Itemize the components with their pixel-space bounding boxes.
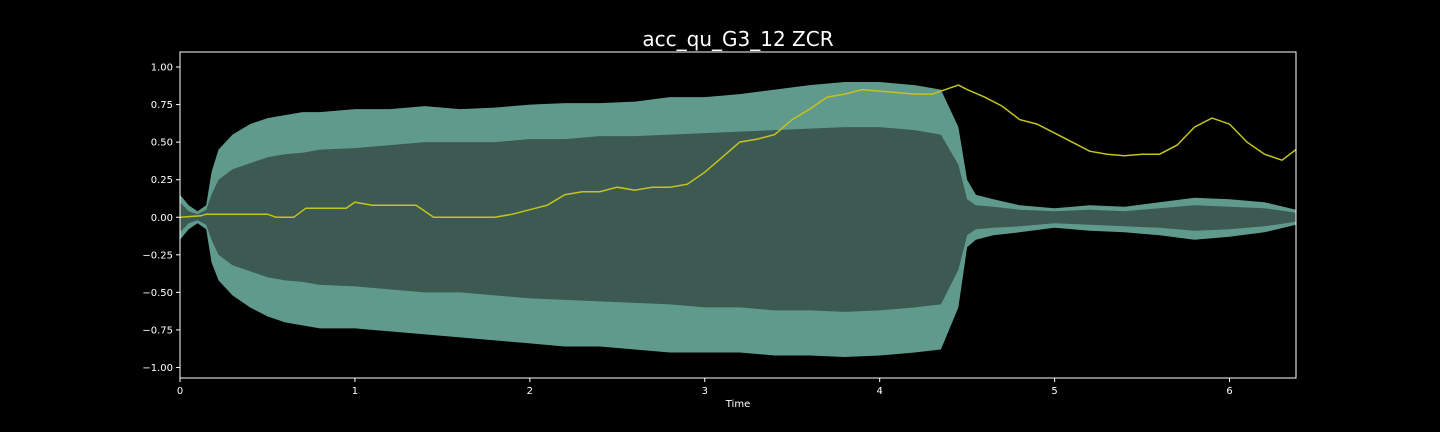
x-tick-label: 6 — [1226, 386, 1232, 397]
y-tick-label: −0.25 — [142, 250, 173, 261]
y-tick-label: 0.00 — [151, 213, 173, 224]
x-tick-label: 5 — [1051, 386, 1057, 397]
zcr-line — [180, 84, 1296, 219]
x-tick-label: 4 — [876, 386, 882, 397]
y-tick-label: 0.75 — [151, 100, 173, 111]
x-axis-label: Time — [725, 399, 750, 410]
x-tick-label: 2 — [527, 386, 533, 397]
y-tick-label: −0.75 — [142, 325, 173, 336]
chart-title: acc_qu_G3_12 ZCR — [642, 27, 833, 51]
y-tick-label: 0.25 — [151, 175, 173, 186]
axes-frame — [179, 51, 1297, 379]
y-tick-label: −0.50 — [142, 288, 173, 299]
zcr-series — [180, 84, 1296, 219]
y-axis: 1.00 0.75 0.50 0.25 0.00 −0.25 −0.50 −0.75 −1.00 — [142, 63, 180, 374]
y-tick-label: 0.50 — [151, 138, 173, 149]
y-tick-label: 1.00 — [151, 63, 173, 74]
x-axis: 0 1 2 3 4 5 6 — [177, 378, 1233, 397]
plot-area — [179, 51, 1297, 379]
x-tick-label: 1 — [352, 386, 358, 397]
y-tick-label: −1.00 — [142, 363, 173, 374]
waveform — [180, 82, 1296, 357]
x-tick-label: 0 — [177, 386, 183, 397]
waveform-inner-envelope — [180, 127, 1296, 312]
x-tick-label: 3 — [702, 386, 708, 397]
